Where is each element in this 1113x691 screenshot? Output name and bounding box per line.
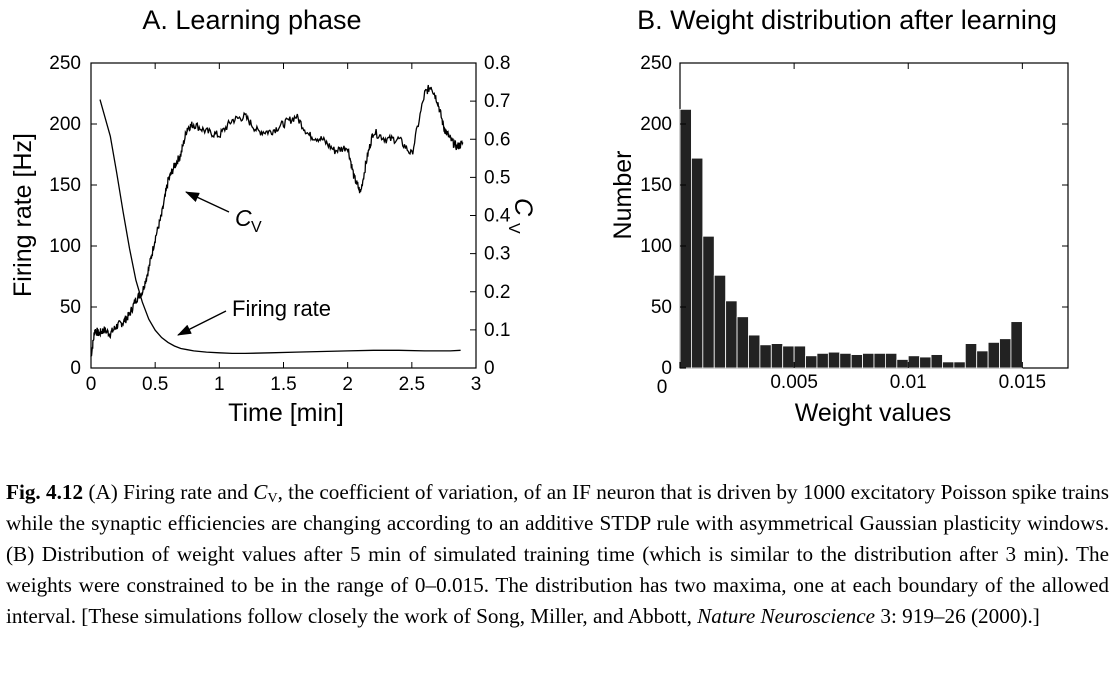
histogram-bar (736, 316, 749, 369)
histogram-bar (999, 338, 1012, 369)
histogram-bar (862, 352, 875, 369)
panel-a-right-y-tick-label: 0.6 (484, 129, 510, 150)
histogram-bar (827, 351, 841, 369)
panel-a-right-y-axis-label: C V (505, 198, 537, 234)
histogram-bar (748, 334, 761, 369)
panel-b-y-tick-label: 250 (640, 53, 672, 74)
panel-a-x-tick-label: 0 (86, 374, 97, 395)
histogram-bar (725, 300, 738, 369)
panel-a-left-y-tick-label: 150 (49, 175, 81, 196)
histogram-bar (907, 355, 921, 369)
panel-b-y-axis-label: Number (609, 151, 637, 240)
panel-a-left-y-axis-label: Firing rate [Hz] (9, 133, 37, 297)
histogram-bar (816, 352, 829, 369)
panel-a-right-y-tick-label: 0.8 (484, 53, 510, 74)
caption-journal-name: Nature Neuroscience (697, 604, 876, 628)
panel-b-x-tick-label: 0 (657, 377, 668, 398)
firing-rate-series-line (99, 99, 461, 355)
histogram-bar (850, 354, 863, 369)
histogram-bar (976, 350, 989, 369)
panel-a-x-tick-label: 1 (214, 374, 225, 395)
panel-a-left-y-tick-label: 0 (70, 358, 81, 379)
histogram-bar (702, 235, 715, 369)
panel-b-y-tick-label: 0 (661, 358, 672, 379)
panel-b-title: B. Weight distribution after learning (637, 5, 1057, 35)
panel-a-title: A. Learning phase (142, 5, 361, 35)
panel-a-left-y-axis: 0 50 100 150 200 250 (49, 53, 97, 379)
cv-series-line (90, 84, 464, 357)
histogram-bar (713, 274, 727, 369)
panel-a-right-y-tick-label: 0.3 (484, 244, 510, 265)
figure-caption: Fig. 4.12 (A) Firing rate and CV, the co… (6, 477, 1109, 632)
histogram-bar (919, 356, 932, 369)
histogram-bar (793, 345, 806, 369)
cv-annotation-main: C (235, 205, 252, 231)
histogram-bar (885, 352, 898, 369)
panel-a-x-tick-label: 0.5 (142, 374, 168, 395)
figure: A. Learning phase 0 0.5 1 1.5 2 2.5 3 0 50 100 15… (9, 5, 1069, 427)
panel-b-y-tick-label: 200 (640, 114, 672, 135)
histogram-bar (770, 343, 784, 369)
histogram-bar (1010, 321, 1023, 369)
caption-cv-subscript: V (267, 491, 278, 506)
panel-a-right-y-tick-label: 0.5 (484, 167, 510, 188)
panel-a-left-y-tick-label: 200 (49, 114, 81, 135)
panel-b-x-axis-label: Weight values (795, 399, 952, 427)
cv-annotation-arrow (185, 191, 230, 213)
histogram-bar (987, 341, 1000, 369)
cv-annotation: C V (235, 205, 262, 236)
panel-a-left-y-tick-label: 100 (49, 236, 81, 257)
histogram-bar (839, 352, 852, 369)
caption-text-part-3: 3: 919–26 (2000).] (875, 604, 1040, 628)
histogram-bar (942, 361, 955, 369)
firing-rate-annotation: Firing rate (232, 296, 331, 321)
histogram-bar (679, 108, 692, 369)
panel-a-x-tick-label: 1.5 (270, 374, 296, 395)
caption-text-part-2: , the coefficient of variation, of an IF… (6, 480, 1109, 628)
histogram-bars (679, 108, 1023, 369)
panel-a-right-y-axis-label-sub: V (505, 223, 522, 234)
panel-a-left-y-tick-label: 250 (49, 53, 81, 74)
panel-b-x-tick-label: 0.015 (999, 372, 1047, 393)
histogram-bar (691, 157, 704, 369)
panel-a-x-axis: 0 0.5 1 1.5 2 2.5 3 (86, 63, 482, 395)
panel-a-x-tick-label: 2.5 (399, 374, 425, 395)
panel-b-x-tick-label: 0.005 (770, 372, 818, 393)
panel-b-y-tick-label: 50 (651, 297, 672, 318)
panel-a-right-y-axis: 0 0.1 0.2 0.3 0.4 0.5 0.6 0.7 0.8 (470, 53, 511, 379)
caption-figure-label: Fig. 4.12 (6, 480, 84, 504)
caption-cv-symbol: C (253, 480, 268, 504)
panel-b-y-tick-label: 100 (640, 236, 672, 257)
histogram-bar (896, 359, 909, 369)
histogram-bar (930, 354, 943, 369)
panel-a-right-y-tick-label: 0.7 (484, 91, 510, 112)
histogram-bar (782, 345, 795, 369)
panel-a-x-tick-label: 2 (342, 374, 353, 395)
panel-a-right-y-tick-label: 0.1 (484, 320, 510, 341)
panel-a-right-y-tick-label: 0.4 (484, 206, 511, 227)
panel-b-x-axis: 0 0.005 0.01 0.015 (657, 63, 1046, 398)
panel-a-right-y-tick-label: 0 (484, 358, 495, 379)
histogram-bar (953, 361, 966, 369)
panel-a-plot-frame (90, 62, 477, 369)
panel-b-y-tick-label: 150 (640, 175, 672, 196)
panel-a-right-y-tick-label: 0.2 (484, 282, 510, 303)
histogram-bar (805, 355, 818, 369)
panel-a-x-axis-label: Time [min] (228, 399, 344, 427)
panel-b-x-tick-label: 0.01 (890, 372, 927, 393)
firing-rate-annotation-arrow (177, 310, 227, 336)
histogram-bar (759, 344, 772, 369)
caption-text-part-1: (A) Firing rate and (83, 480, 254, 504)
histogram-bar (964, 343, 978, 369)
histogram-bar (873, 352, 886, 369)
cv-annotation-sub: V (251, 219, 262, 236)
panel-b-y-axis: 0 50 100 150 200 250 (640, 53, 1068, 379)
panel-a-left-y-tick-label: 50 (60, 297, 81, 318)
panel-a: A. Learning phase 0 0.5 1 1.5 2 2.5 3 0 50 100 15… (9, 5, 537, 427)
panel-a-right-y-axis-label-main: C (509, 198, 537, 217)
panel-a-x-tick-label: 3 (471, 374, 482, 395)
